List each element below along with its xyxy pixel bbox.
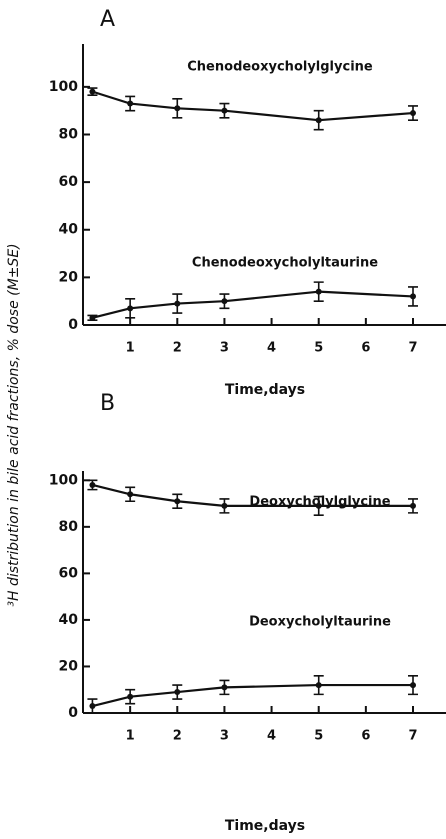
y-tick-label: 0 — [68, 317, 78, 333]
x-tick-label: 1 — [126, 729, 135, 744]
data-point — [221, 107, 228, 114]
data-point — [315, 682, 322, 689]
x-tick-label: 3 — [220, 729, 229, 744]
data-point — [315, 117, 322, 124]
y-tick-label: 60 — [59, 565, 79, 581]
series-line — [92, 290, 414, 319]
x-tick-label: 4 — [267, 341, 276, 356]
x-axis-label: Time,days — [225, 818, 305, 834]
y-tick-label: 0 — [68, 705, 78, 721]
panel-title: B — [100, 391, 115, 416]
series-line — [92, 483, 413, 508]
series-label: Deoxycholyltaurine — [249, 615, 391, 630]
y-tick-label: 80 — [59, 126, 79, 142]
y-tick-label: 60 — [59, 174, 79, 190]
x-tick-label: 6 — [361, 729, 370, 744]
y-tick-label: 20 — [59, 269, 79, 285]
y-tick-label: 40 — [59, 612, 79, 628]
data-point — [410, 682, 416, 689]
x-axis-label: Time,days — [225, 382, 305, 398]
data-point — [410, 502, 416, 509]
data-point — [221, 298, 228, 305]
data-point — [127, 491, 134, 498]
x-tick-label: 7 — [408, 729, 417, 744]
y-tick-label: 40 — [59, 222, 79, 238]
data-point — [127, 305, 134, 312]
x-tick-label: 5 — [314, 341, 323, 356]
data-point — [315, 288, 322, 295]
y-axis-label: ³H distribution in bile acid fractions, … — [6, 243, 22, 606]
y-tick-label: 80 — [59, 519, 79, 535]
data-point — [221, 502, 228, 509]
series-label: Deoxycholylglycine — [249, 495, 390, 510]
data-point — [89, 314, 96, 321]
data-point — [89, 88, 96, 95]
x-tick-label: 6 — [361, 341, 370, 356]
x-tick-label: 2 — [173, 729, 182, 744]
data-point — [174, 105, 181, 112]
data-point — [174, 498, 181, 505]
y-tick-label: 100 — [49, 472, 78, 488]
x-tick-label: 7 — [408, 341, 417, 356]
data-point — [89, 481, 96, 488]
data-point — [410, 110, 416, 117]
series-label: Chenodeoxycholylglycine — [187, 60, 373, 75]
x-tick-label: 1 — [126, 341, 135, 356]
series-label: Chenodeoxycholyltaurine — [192, 256, 378, 271]
data-point — [127, 693, 134, 700]
y-tick-label: 20 — [59, 658, 79, 674]
x-tick-label: 5 — [314, 729, 323, 744]
data-point — [315, 502, 322, 509]
series-line — [92, 90, 414, 122]
y-tick-label: 100 — [49, 79, 78, 95]
data-point — [410, 293, 416, 300]
x-tick-label: 3 — [220, 341, 229, 356]
data-point — [127, 100, 134, 107]
x-tick-label: 4 — [267, 729, 276, 744]
data-point — [221, 684, 228, 691]
data-point — [89, 703, 96, 710]
panel-title: A — [100, 7, 115, 32]
data-point — [174, 689, 181, 696]
data-point — [174, 300, 181, 307]
series-line — [92, 683, 413, 708]
x-tick-label: 2 — [173, 341, 182, 356]
